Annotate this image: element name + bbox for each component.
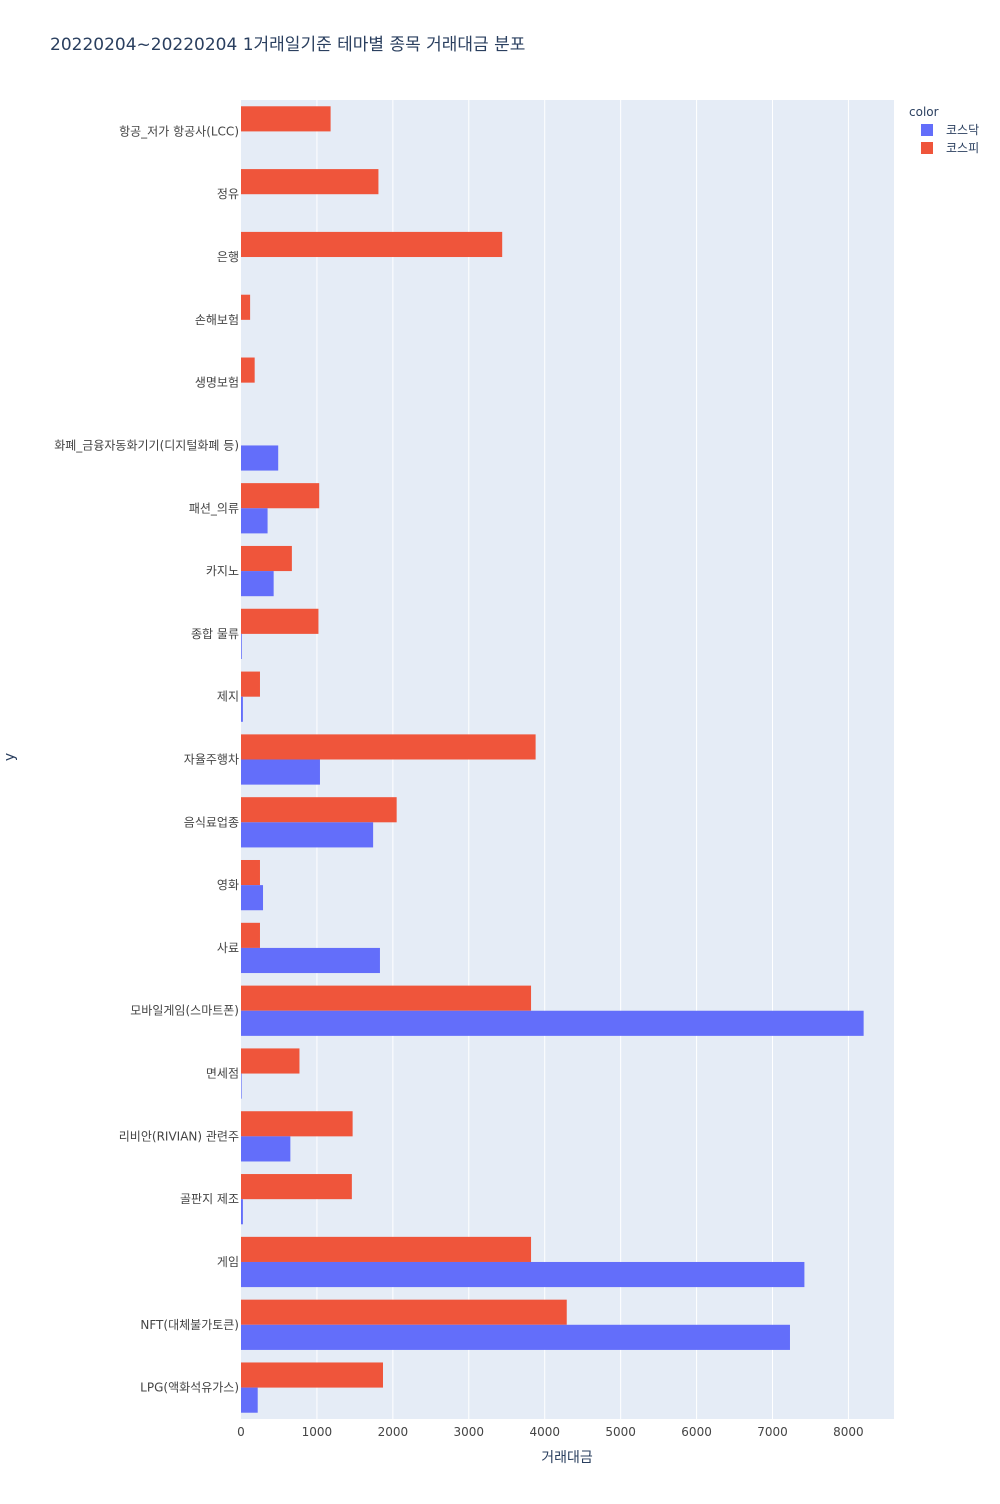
- x-tick-label: 7000: [757, 1425, 788, 1439]
- y-tick-label: 골판지 제조: [180, 1192, 239, 1206]
- bar-kosdaq: [241, 822, 374, 848]
- bar-kospi: [241, 922, 260, 948]
- bar-kosdaq: [241, 633, 242, 660]
- bar-kosdaq: [241, 885, 264, 911]
- x-tick-label: 5000: [605, 1425, 636, 1439]
- bar-kospi: [241, 985, 532, 1011]
- bar-kosdaq: [241, 445, 279, 471]
- chart-title: 20220204~20220204 1거래일기준 테마별 종목 거래대금 분포: [50, 35, 525, 55]
- y-tick-label: 패션_의류: [189, 501, 239, 515]
- bar-kosdaq: [241, 1261, 805, 1288]
- x-tick-label: 1000: [302, 1425, 333, 1439]
- bar-kospi: [241, 231, 503, 258]
- y-axis-title: y: [2, 753, 18, 761]
- y-tick-label: 손해보험: [195, 313, 239, 327]
- x-tick-label: 3000: [454, 1425, 485, 1439]
- legend-swatch: [921, 142, 933, 154]
- y-tick-label: 화폐_금융자동화기기(디지털화폐 등): [54, 438, 239, 452]
- x-tick-label: 6000: [681, 1425, 712, 1439]
- y-tick-label: 제지: [217, 690, 239, 704]
- y-tick-label: 은행: [217, 249, 239, 264]
- x-tick-label: 0: [237, 1425, 245, 1439]
- bar-kosdaq: [241, 1324, 790, 1350]
- y-tick-label: NFT(대체불가토큰): [140, 1318, 239, 1332]
- bar-kospi: [241, 169, 379, 195]
- bar-kosdaq: [241, 1387, 258, 1413]
- bar-kosdaq: [241, 1073, 242, 1099]
- y-tick-label: 리비안(RIVIAN) 관련주: [119, 1129, 239, 1143]
- y-tick-label: 카지노: [206, 564, 239, 578]
- bar-kosdaq: [241, 1199, 243, 1225]
- bar-kosdaq: [241, 759, 320, 785]
- bar-kosdaq: [241, 1136, 291, 1162]
- y-tick-label: 정유: [217, 187, 239, 201]
- bar-kospi: [241, 1299, 567, 1325]
- bar-kospi: [241, 545, 292, 572]
- y-tick-label: 음식료업종: [184, 815, 239, 829]
- bar-kospi: [241, 106, 331, 132]
- bar-kospi: [241, 1048, 300, 1074]
- y-tick-label: 모바일게임(스마트폰): [130, 1004, 239, 1018]
- x-tick-label: 4000: [529, 1425, 560, 1439]
- y-tick-label: 항공_저가 항공사(LCC): [119, 124, 239, 138]
- bar-kosdaq: [241, 571, 274, 597]
- legend-swatch: [921, 124, 933, 136]
- legend-label: 코스피: [946, 141, 979, 155]
- bar-kospi: [241, 734, 536, 760]
- y-tick-label: LPG(액화석유가스): [140, 1381, 239, 1395]
- legend-label: 코스닥: [946, 123, 979, 137]
- bars: [241, 106, 864, 1413]
- bar-kospi: [241, 671, 260, 697]
- y-tick-label: 종합 물류: [191, 627, 239, 641]
- y-tick-label: 자율주행차: [184, 752, 239, 767]
- bar-kospi: [241, 1174, 352, 1200]
- x-tick-label: 8000: [833, 1425, 864, 1439]
- bar-kospi: [241, 1362, 383, 1388]
- y-tick-label: 사료: [217, 941, 239, 955]
- bar-kosdaq: [241, 1010, 864, 1036]
- legend-title: color: [909, 105, 939, 119]
- y-tick-label: 생명보험: [195, 376, 239, 390]
- x-tick-label: 2000: [378, 1425, 409, 1439]
- bar-kosdaq: [241, 696, 243, 722]
- bar-kospi: [241, 294, 251, 320]
- x-axis-ticks: 0 1000 2000 3000 4000 5000 6000 7000 8000: [237, 1425, 864, 1439]
- bar-kospi: [241, 797, 397, 823]
- bar-kospi: [241, 357, 255, 383]
- bar-kospi: [241, 483, 320, 509]
- bar-kospi: [241, 608, 319, 634]
- bar-kosdaq: [241, 508, 268, 534]
- y-tick-label: 게임: [217, 1255, 239, 1269]
- y-axis-ticks: 항공_저가 항공사(LCC) 정유은행손해보험생명보험화폐_금융자동화기기(디지털…: [54, 124, 239, 1394]
- bar-kosdaq: [241, 947, 380, 974]
- bar-kospi: [241, 1111, 353, 1137]
- y-tick-label: 영화: [217, 878, 239, 892]
- y-tick-label: 면세점: [206, 1067, 239, 1081]
- x-axis-title: 거래대금: [541, 1450, 593, 1466]
- bar-kospi: [241, 1236, 532, 1262]
- bar-kospi: [241, 859, 260, 886]
